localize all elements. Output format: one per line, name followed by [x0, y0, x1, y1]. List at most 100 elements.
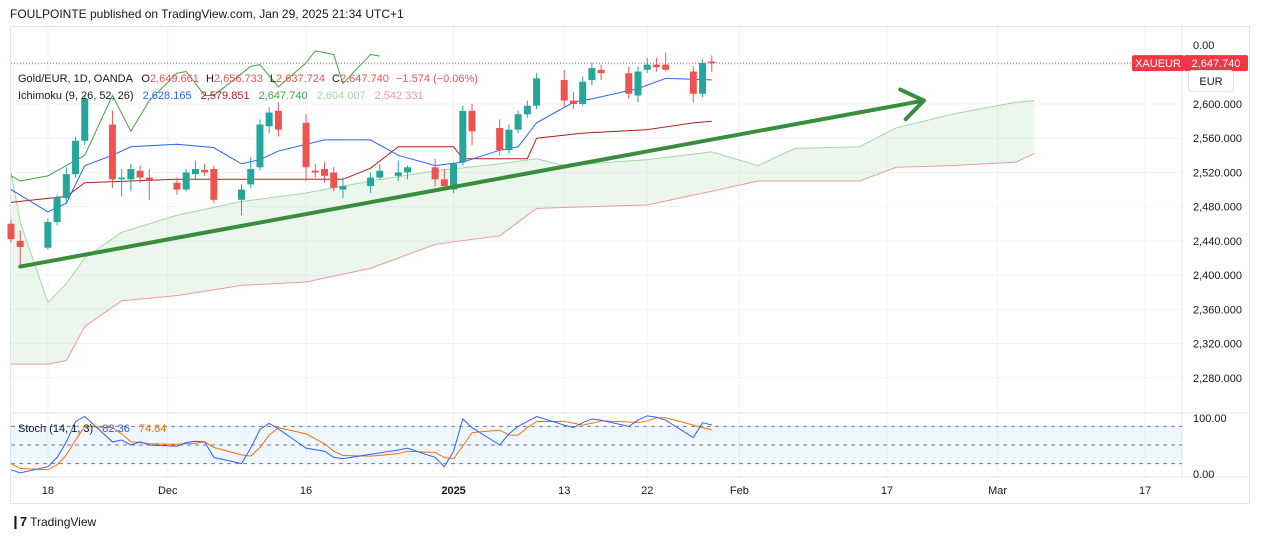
time-tick-label: Mar [988, 485, 1007, 497]
time-tick-label: Feb [730, 485, 749, 497]
ichimoku-conversion-value: 2,628.165 [142, 90, 192, 102]
candle [699, 59, 707, 98]
cloud-fill [11, 100, 1035, 365]
candle [662, 52, 670, 72]
brand: ❙7 TradingView [10, 514, 96, 530]
candle-body [118, 177, 126, 180]
stoch-tick-label: 100.00 [1193, 413, 1227, 425]
candle-body [496, 127, 504, 151]
candle [127, 163, 135, 192]
candle-body [523, 105, 531, 115]
publish-caption: FOULPOINTE published on TradingView.com,… [10, 7, 404, 21]
candle [173, 177, 181, 195]
candle [533, 73, 541, 110]
high-value: 2,656.733 [213, 73, 263, 85]
candle-body [210, 169, 218, 200]
price-tick-label: 2,560.000 [1193, 133, 1242, 145]
candle-body [560, 80, 568, 101]
candle-body [320, 169, 328, 176]
candle-body [431, 167, 439, 180]
candle-body [311, 170, 319, 173]
candle-body [182, 172, 190, 190]
price-tick-label: 2,360.000 [1193, 304, 1242, 316]
tradingview-logo-icon: ❙7 [10, 514, 27, 529]
candle-body [450, 163, 458, 190]
price-tick-label: 2,440.000 [1193, 236, 1242, 248]
span-a-line [10, 100, 1035, 304]
candle-body [302, 122, 310, 168]
price-tick-label: 2,400.000 [1193, 270, 1242, 282]
candle-body [265, 112, 273, 127]
chart-frame [10, 26, 1250, 504]
candle [191, 160, 199, 180]
candle-body [662, 64, 670, 70]
candle [81, 95, 89, 146]
candle [514, 110, 522, 134]
time-tick-label: 22 [641, 485, 653, 497]
candle-body [274, 110, 282, 130]
ichimoku-base-value: 2,579.851 [200, 90, 250, 102]
symbol-tag-bg [1132, 55, 1184, 72]
open-label: O [141, 73, 150, 85]
candle [652, 57, 660, 72]
change-value: −1.574 (−0.06%) [395, 73, 478, 85]
candle [330, 167, 338, 192]
candle [247, 157, 255, 188]
symbol-title: Gold/EUR, 1D, OANDA [18, 73, 133, 85]
candle [136, 165, 144, 183]
candle [265, 107, 273, 134]
candle-body [62, 174, 70, 199]
candle [72, 136, 80, 178]
time-axis: 18 Dec 16 2025 13 22 Feb 17 Mar 17 [42, 485, 1151, 497]
candle [431, 158, 439, 187]
price-tick-label: 2,480.000 [1193, 202, 1242, 214]
candle-body [191, 169, 199, 175]
candle-body [699, 62, 707, 94]
candle [579, 76, 587, 106]
price-tick-label: 0.00 [1193, 40, 1214, 52]
candle [643, 57, 651, 74]
stochastic-pane [10, 415, 1182, 474]
candle [560, 69, 568, 108]
candle-body [569, 100, 577, 104]
candle [311, 163, 319, 178]
candle [440, 169, 448, 190]
candle-body [108, 124, 116, 180]
candle-body [440, 179, 448, 187]
candle-body [376, 170, 384, 178]
stoch-tick-label: 0.00 [1193, 469, 1214, 481]
candle [118, 169, 126, 197]
candle-body [533, 78, 541, 106]
price-tick-label: 2,320.000 [1193, 339, 1242, 351]
candle-body [634, 71, 642, 96]
candle [708, 55, 716, 72]
price-tick-label: 2,600.000 [1193, 99, 1242, 111]
time-tick-label: 2025 [441, 485, 465, 497]
candle-body [652, 64, 660, 68]
candle [108, 110, 116, 188]
low-label: L [269, 73, 277, 85]
ichimoku-span-a-value: 2,604.007 [316, 90, 366, 102]
candle [597, 64, 605, 81]
candle [569, 92, 577, 110]
candle-body [403, 167, 411, 173]
candle-body [579, 81, 587, 104]
candle-body [708, 61, 716, 64]
candle [44, 218, 52, 250]
high-label: H [205, 73, 214, 85]
candle-body [330, 172, 338, 188]
candle-body [468, 110, 476, 132]
currency-button[interactable]: EUR [1188, 70, 1234, 92]
open-value: 2,649.661 [149, 73, 199, 85]
price-axis: 2,280.000 2,320.000 2,360.000 2,400.000 2,44… [1193, 40, 1242, 481]
candle-body [643, 64, 651, 70]
candle [689, 66, 697, 103]
candle-body [136, 170, 144, 178]
candle [320, 162, 328, 183]
time-tick-label: 18 [42, 485, 54, 497]
stoch-d-value: 74.64 [138, 423, 167, 435]
candle [367, 172, 375, 193]
candle-body [597, 69, 605, 74]
stoch-k-value: 82.36 [102, 423, 130, 435]
